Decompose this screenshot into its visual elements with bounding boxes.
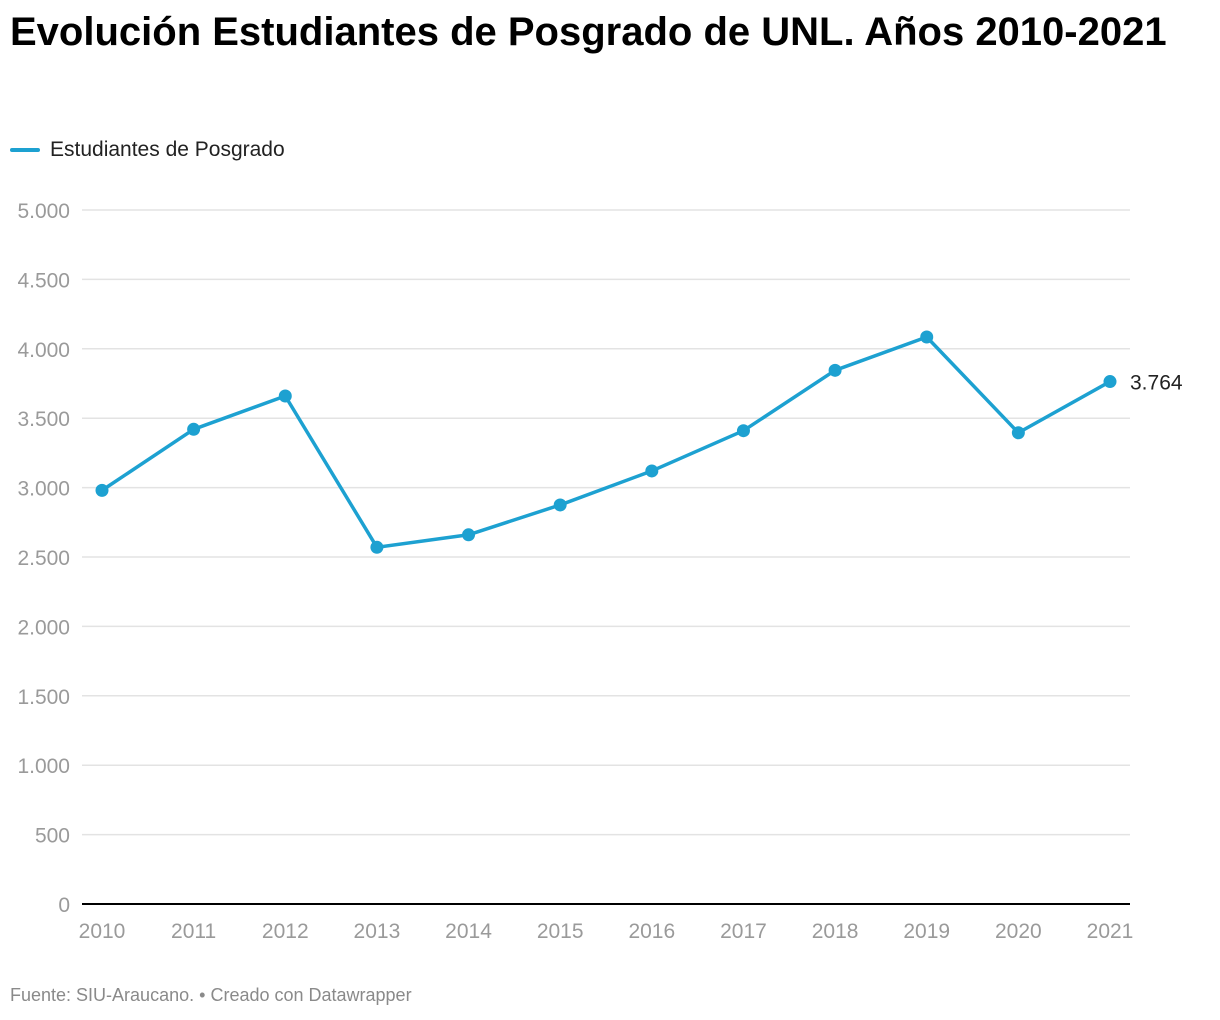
y-tick-label: 1.000 [17, 755, 70, 778]
data-point [95, 483, 109, 497]
data-point [828, 363, 842, 377]
x-tick-label: 2018 [812, 920, 859, 943]
data-point [920, 330, 934, 344]
footer-separator: • [199, 985, 206, 1005]
data-point [1103, 375, 1117, 389]
x-tick-label: 2013 [354, 920, 401, 943]
data-label-last: 3.764 [1130, 372, 1183, 395]
y-tick-label: 2.500 [17, 547, 70, 570]
data-point [553, 498, 567, 512]
y-tick-label: 5.000 [17, 200, 70, 223]
x-tick-label: 2019 [903, 920, 950, 943]
x-tick-label: 2016 [628, 920, 675, 943]
data-point [370, 540, 384, 554]
data-point [187, 422, 201, 436]
x-tick-label: 2012 [262, 920, 309, 943]
y-tick-label: 4.000 [17, 339, 70, 362]
x-tick-label: 2015 [537, 920, 584, 943]
y-tick-label: 1.500 [17, 686, 70, 709]
data-point [645, 464, 659, 478]
footer-source: Fuente: SIU-Araucano. [10, 985, 195, 1005]
y-tick-label: 0 [58, 894, 70, 917]
chart-title: Evolución Estudiantes de Posgrado de UNL… [10, 10, 1167, 54]
footer-credit: Creado con Datawrapper [210, 985, 412, 1005]
legend-swatch [10, 148, 40, 152]
y-tick-label: 500 [35, 825, 70, 848]
x-tick-label: 2011 [171, 920, 216, 943]
data-point [462, 528, 476, 542]
data-point [278, 389, 292, 403]
legend-label: Estudiantes de Posgrado [50, 138, 285, 161]
footer: Fuente: SIU-Araucano. • Creado con Dataw… [10, 985, 412, 1006]
series-line [100, 335, 1112, 550]
x-tick-label: 2021 [1087, 920, 1134, 943]
x-tick-label: 2020 [995, 920, 1042, 943]
x-tick-label: 2010 [79, 920, 126, 943]
x-tick-label: 2017 [720, 920, 767, 943]
data-point [736, 424, 750, 438]
legend: Estudiantes de Posgrado [10, 138, 285, 162]
x-tick-label: 2014 [445, 920, 492, 943]
line-chart: 0 500 1.000 1.500 2.000 2.500 3.000 3.500 4.000 4… [17, 200, 1183, 943]
y-tick-label: 3.000 [17, 478, 70, 501]
y-tick-label: 3.500 [17, 408, 70, 431]
data-point [1011, 426, 1025, 440]
y-tick-label: 4.500 [17, 269, 70, 292]
y-tick-label: 2.000 [17, 616, 70, 639]
